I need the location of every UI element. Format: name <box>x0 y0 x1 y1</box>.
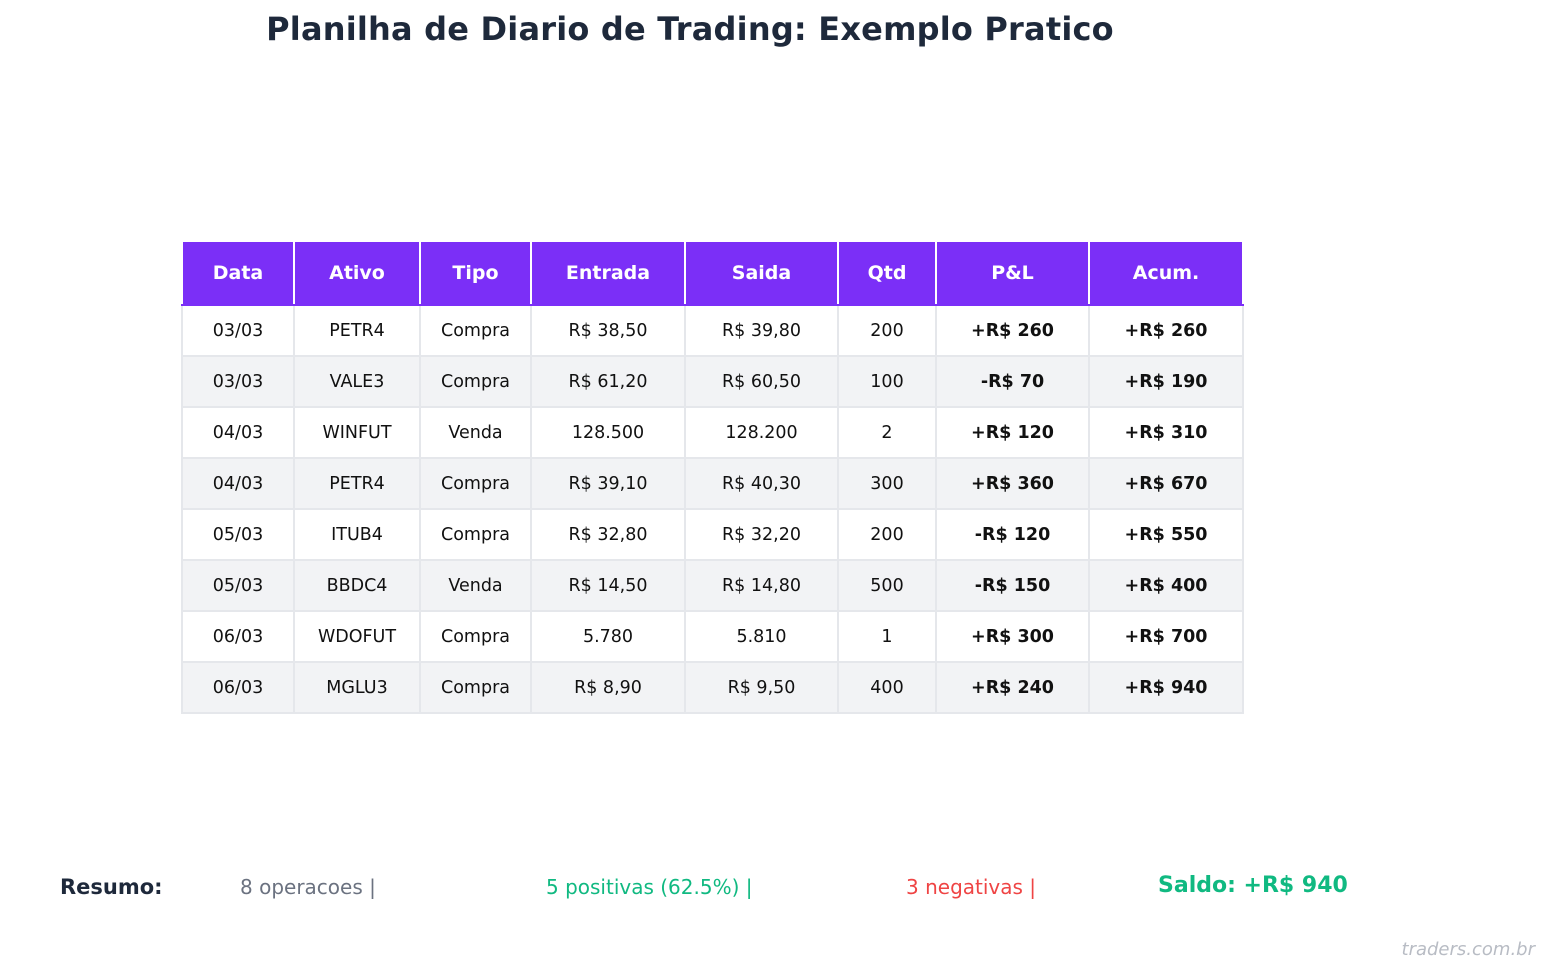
cell-qtd: 300 <box>837 457 937 510</box>
cell-acumulado: +R$ 310 <box>1088 406 1244 459</box>
column-header-saida: Saida <box>684 240 839 306</box>
column-header-qtd: Qtd <box>837 240 937 306</box>
cell-qtd: 200 <box>837 304 937 357</box>
column-header-tipo: Tipo <box>419 240 532 306</box>
table-row: 04/03 PETR4 Compra R$ 39,10 R$ 40,30 300 +R$ 3… <box>181 457 1244 510</box>
cell-ativo: MGLU3 <box>293 661 421 714</box>
cell-qtd: 500 <box>837 559 937 612</box>
table-row: 06/03 MGLU3 Compra R$ 8,90 R$ 9,50 400 +R$ 240… <box>181 661 1244 714</box>
cell-data: 04/03 <box>181 457 295 510</box>
cell-qtd: 100 <box>837 355 937 408</box>
table-row: 03/03 VALE3 Compra R$ 61,20 R$ 60,50 100 -R$ 7… <box>181 355 1244 408</box>
cell-data: 03/03 <box>181 355 295 408</box>
cell-qtd: 200 <box>837 508 937 561</box>
cell-acumulado: +R$ 550 <box>1088 508 1244 561</box>
column-header-data: Data <box>181 240 295 306</box>
summary-label: Resumo: <box>60 875 163 899</box>
cell-ativo: BBDC4 <box>293 559 421 612</box>
cell-ativo: WINFUT <box>293 406 421 459</box>
cell-saida: R$ 14,80 <box>684 559 839 612</box>
cell-ativo: PETR4 <box>293 304 421 357</box>
cell-saida: R$ 60,50 <box>684 355 839 408</box>
cell-saida: R$ 9,50 <box>684 661 839 714</box>
cell-data: 06/03 <box>181 661 295 714</box>
cell-pnl: +R$ 120 <box>935 406 1090 459</box>
cell-data: 05/03 <box>181 508 295 561</box>
cell-entrada: R$ 61,20 <box>530 355 686 408</box>
column-header-acumulado: Acum. <box>1088 240 1244 306</box>
column-header-entrada: Entrada <box>530 240 686 306</box>
cell-entrada: R$ 39,10 <box>530 457 686 510</box>
cell-pnl: +R$ 300 <box>935 610 1090 663</box>
cell-tipo: Compra <box>419 304 532 357</box>
cell-data: 06/03 <box>181 610 295 663</box>
cell-qtd: 400 <box>837 661 937 714</box>
cell-acumulado: +R$ 260 <box>1088 304 1244 357</box>
summary-operations-count: 8 operacoes | <box>240 875 376 899</box>
cell-entrada: R$ 32,80 <box>530 508 686 561</box>
cell-tipo: Compra <box>419 661 532 714</box>
cell-pnl: +R$ 240 <box>935 661 1090 714</box>
cell-qtd: 2 <box>837 406 937 459</box>
cell-saida: 5.810 <box>684 610 839 663</box>
cell-tipo: Compra <box>419 457 532 510</box>
cell-tipo: Compra <box>419 355 532 408</box>
cell-entrada: 128.500 <box>530 406 686 459</box>
table-header-row: Data Ativo Tipo Entrada Saida Qtd P&L Ac… <box>181 240 1244 306</box>
table-body: 03/03 PETR4 Compra R$ 38,50 R$ 39,80 200 +R$ 2… <box>181 304 1244 714</box>
cell-tipo: Compra <box>419 508 532 561</box>
summary-positive-count: 5 positivas (62.5%) | <box>546 875 753 899</box>
cell-saida: R$ 39,80 <box>684 304 839 357</box>
cell-pnl: -R$ 70 <box>935 355 1090 408</box>
cell-entrada: R$ 38,50 <box>530 304 686 357</box>
cell-tipo: Venda <box>419 406 532 459</box>
cell-acumulado: +R$ 670 <box>1088 457 1244 510</box>
cell-acumulado: +R$ 400 <box>1088 559 1244 612</box>
watermark-text: traders.com.br <box>1401 939 1535 960</box>
cell-ativo: ITUB4 <box>293 508 421 561</box>
cell-ativo: VALE3 <box>293 355 421 408</box>
table-row: 04/03 WINFUT Venda 128.500 128.200 2 +R$ 120 +R… <box>181 406 1244 459</box>
cell-saida: R$ 40,30 <box>684 457 839 510</box>
cell-saida: R$ 32,20 <box>684 508 839 561</box>
trading-journal-table: Data Ativo Tipo Entrada Saida Qtd P&L Ac… <box>181 240 1244 714</box>
table-row: 05/03 BBDC4 Venda R$ 14,50 R$ 14,80 500 -R$ 15… <box>181 559 1244 612</box>
cell-data: 03/03 <box>181 304 295 357</box>
cell-tipo: Compra <box>419 610 532 663</box>
cell-tipo: Venda <box>419 559 532 612</box>
table-row: 05/03 ITUB4 Compra R$ 32,80 R$ 32,20 200 -R$ 1… <box>181 508 1244 561</box>
cell-data: 04/03 <box>181 406 295 459</box>
chart-title: Planilha de Diario de Trading: Exemplo P… <box>266 10 1114 48</box>
cell-entrada: R$ 8,90 <box>530 661 686 714</box>
cell-ativo: PETR4 <box>293 457 421 510</box>
cell-saida: 128.200 <box>684 406 839 459</box>
cell-entrada: 5.780 <box>530 610 686 663</box>
cell-pnl: -R$ 120 <box>935 508 1090 561</box>
summary-balance: Saldo: +R$ 940 <box>1158 873 1348 898</box>
cell-acumulado: +R$ 940 <box>1088 661 1244 714</box>
column-header-pnl: P&L <box>935 240 1090 306</box>
table-row: 06/03 WDOFUT Compra 5.780 5.810 1 +R$ 300 +R$ 7… <box>181 610 1244 663</box>
cell-qtd: 1 <box>837 610 937 663</box>
cell-acumulado: +R$ 700 <box>1088 610 1244 663</box>
cell-data: 05/03 <box>181 559 295 612</box>
summary-negative-count: 3 negativas | <box>906 875 1037 899</box>
cell-pnl: +R$ 260 <box>935 304 1090 357</box>
cell-acumulado: +R$ 190 <box>1088 355 1244 408</box>
column-header-ativo: Ativo <box>293 240 421 306</box>
table-row: 03/03 PETR4 Compra R$ 38,50 R$ 39,80 200 +R$ 2… <box>181 304 1244 357</box>
cell-ativo: WDOFUT <box>293 610 421 663</box>
cell-entrada: R$ 14,50 <box>530 559 686 612</box>
cell-pnl: -R$ 150 <box>935 559 1090 612</box>
cell-pnl: +R$ 360 <box>935 457 1090 510</box>
